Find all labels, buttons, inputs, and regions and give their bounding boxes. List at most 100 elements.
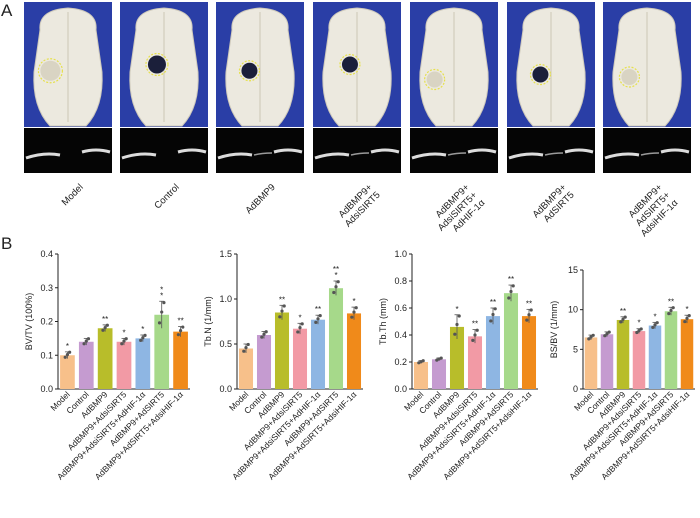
data-point xyxy=(671,306,675,310)
bar-1 xyxy=(413,362,429,389)
y-tick-label: 1.0 xyxy=(394,249,407,259)
data-point xyxy=(282,304,286,308)
bar-7 xyxy=(173,331,188,389)
data-point xyxy=(139,338,143,342)
bar-3 xyxy=(274,312,290,389)
significance-mark: ** xyxy=(279,295,285,304)
data-point xyxy=(637,329,641,333)
data-point xyxy=(653,323,657,327)
defect-outline xyxy=(339,53,361,76)
data-point xyxy=(84,339,88,343)
y-tick-label: 0 xyxy=(573,384,578,394)
significance-mark: * xyxy=(352,297,355,306)
y-tick-label: 0.2 xyxy=(394,357,407,367)
data-point xyxy=(527,313,531,317)
data-point xyxy=(122,339,126,343)
y-tick-label: 1.0 xyxy=(219,294,232,304)
data-point xyxy=(667,312,671,316)
data-point xyxy=(124,337,128,341)
significance-mark: ** xyxy=(668,297,674,306)
data-point xyxy=(278,315,282,319)
defect-outline xyxy=(529,63,552,86)
ct-bone-left xyxy=(25,152,61,160)
bar-7 xyxy=(521,316,537,389)
data-point xyxy=(86,337,91,341)
ct-bone-right xyxy=(273,148,303,154)
data-point xyxy=(619,320,623,324)
data-point xyxy=(296,330,300,334)
bar-7 xyxy=(680,319,694,389)
ct-scan-6 xyxy=(507,128,595,173)
data-point xyxy=(336,280,340,284)
ct-bone-right xyxy=(467,148,497,154)
bar-5 xyxy=(485,316,501,389)
defect-hole xyxy=(532,66,549,83)
significance-mark: ** xyxy=(620,307,626,316)
data-point xyxy=(529,308,533,312)
data-point xyxy=(623,315,627,319)
bar-2 xyxy=(600,334,614,389)
data-point xyxy=(655,321,659,325)
significance-mark: * xyxy=(298,313,301,322)
data-point xyxy=(589,335,593,339)
ct-bone-left xyxy=(121,152,157,160)
data-point xyxy=(242,349,246,353)
data-point xyxy=(105,323,109,327)
data-point xyxy=(475,328,479,332)
data-point xyxy=(141,336,145,340)
data-point xyxy=(178,329,183,333)
y-tick-label: 15 xyxy=(568,265,578,275)
significance-mark: * xyxy=(160,285,163,294)
data-point xyxy=(332,290,336,295)
bar-7 xyxy=(346,313,362,389)
y-tick-label: 1.5 xyxy=(219,249,232,259)
data-point xyxy=(621,317,625,321)
significance-mark: ** xyxy=(472,320,478,329)
data-point xyxy=(101,328,105,332)
y-tick-label: 0.6 xyxy=(394,303,407,313)
panel-a-letter: A xyxy=(1,1,13,20)
defect-outline xyxy=(618,66,640,88)
defect-area xyxy=(621,69,638,85)
data-point xyxy=(157,321,162,325)
data-point xyxy=(591,333,595,337)
ct-bone-left xyxy=(411,152,447,160)
ct-bone-left xyxy=(217,152,253,160)
data-point xyxy=(493,307,497,311)
y-tick-label: 0.5 xyxy=(219,339,232,349)
data-point xyxy=(298,326,302,330)
y-tick-label: 0.8 xyxy=(394,276,407,286)
data-point xyxy=(82,342,86,346)
significance-mark: ** xyxy=(315,305,321,314)
y-axis-label: Tb.N (1/mm) xyxy=(203,296,213,347)
bar-3 xyxy=(449,326,465,389)
y-tick-label: 0.2 xyxy=(40,317,53,327)
ct-bone-right xyxy=(81,148,111,154)
ct-new-bone xyxy=(640,152,660,156)
bar-3 xyxy=(97,328,113,389)
defect-area xyxy=(40,60,61,81)
data-point xyxy=(244,346,248,350)
y-tick-label: 0.0 xyxy=(40,384,53,394)
defect-area xyxy=(426,71,443,88)
ct-scan-4 xyxy=(313,128,401,173)
bar-4 xyxy=(467,336,483,389)
data-point xyxy=(605,332,609,336)
data-point xyxy=(63,355,67,359)
data-point xyxy=(439,356,443,360)
significance-mark: ** xyxy=(508,275,514,284)
data-point xyxy=(314,320,318,324)
significance-mark: ** xyxy=(526,299,532,308)
skull-photo-1 xyxy=(24,2,112,127)
ct-scan-5 xyxy=(410,128,498,173)
bar-3 xyxy=(616,319,630,389)
data-point xyxy=(491,312,495,317)
data-point xyxy=(471,338,475,342)
data-point xyxy=(607,330,611,334)
y-tick-label: 5 xyxy=(573,344,578,354)
ct-scan-2 xyxy=(120,128,208,173)
defect-hole xyxy=(241,62,258,79)
ct-bone-right xyxy=(564,148,594,154)
